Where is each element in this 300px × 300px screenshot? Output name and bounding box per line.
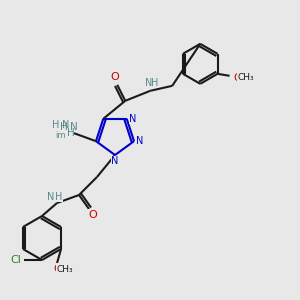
Text: H: H bbox=[60, 126, 68, 136]
Text: O: O bbox=[88, 210, 98, 220]
Text: N: N bbox=[129, 114, 136, 124]
Text: Cl: Cl bbox=[11, 255, 21, 265]
Text: N: N bbox=[136, 136, 144, 146]
Text: O: O bbox=[53, 264, 61, 274]
Text: N: N bbox=[70, 122, 78, 132]
Text: N: N bbox=[145, 78, 152, 88]
Text: O: O bbox=[111, 72, 120, 82]
Text: H: H bbox=[52, 120, 60, 130]
Text: H: H bbox=[151, 78, 158, 88]
Text: N: N bbox=[62, 120, 70, 130]
Text: N: N bbox=[47, 192, 55, 202]
Text: im: im bbox=[56, 131, 66, 140]
Text: H: H bbox=[60, 122, 68, 132]
Text: O: O bbox=[233, 73, 242, 83]
Text: CH₃: CH₃ bbox=[57, 265, 74, 274]
Text: N: N bbox=[111, 156, 119, 166]
Text: CH₃: CH₃ bbox=[237, 73, 254, 82]
Text: H: H bbox=[55, 192, 63, 202]
Text: H: H bbox=[67, 128, 75, 138]
